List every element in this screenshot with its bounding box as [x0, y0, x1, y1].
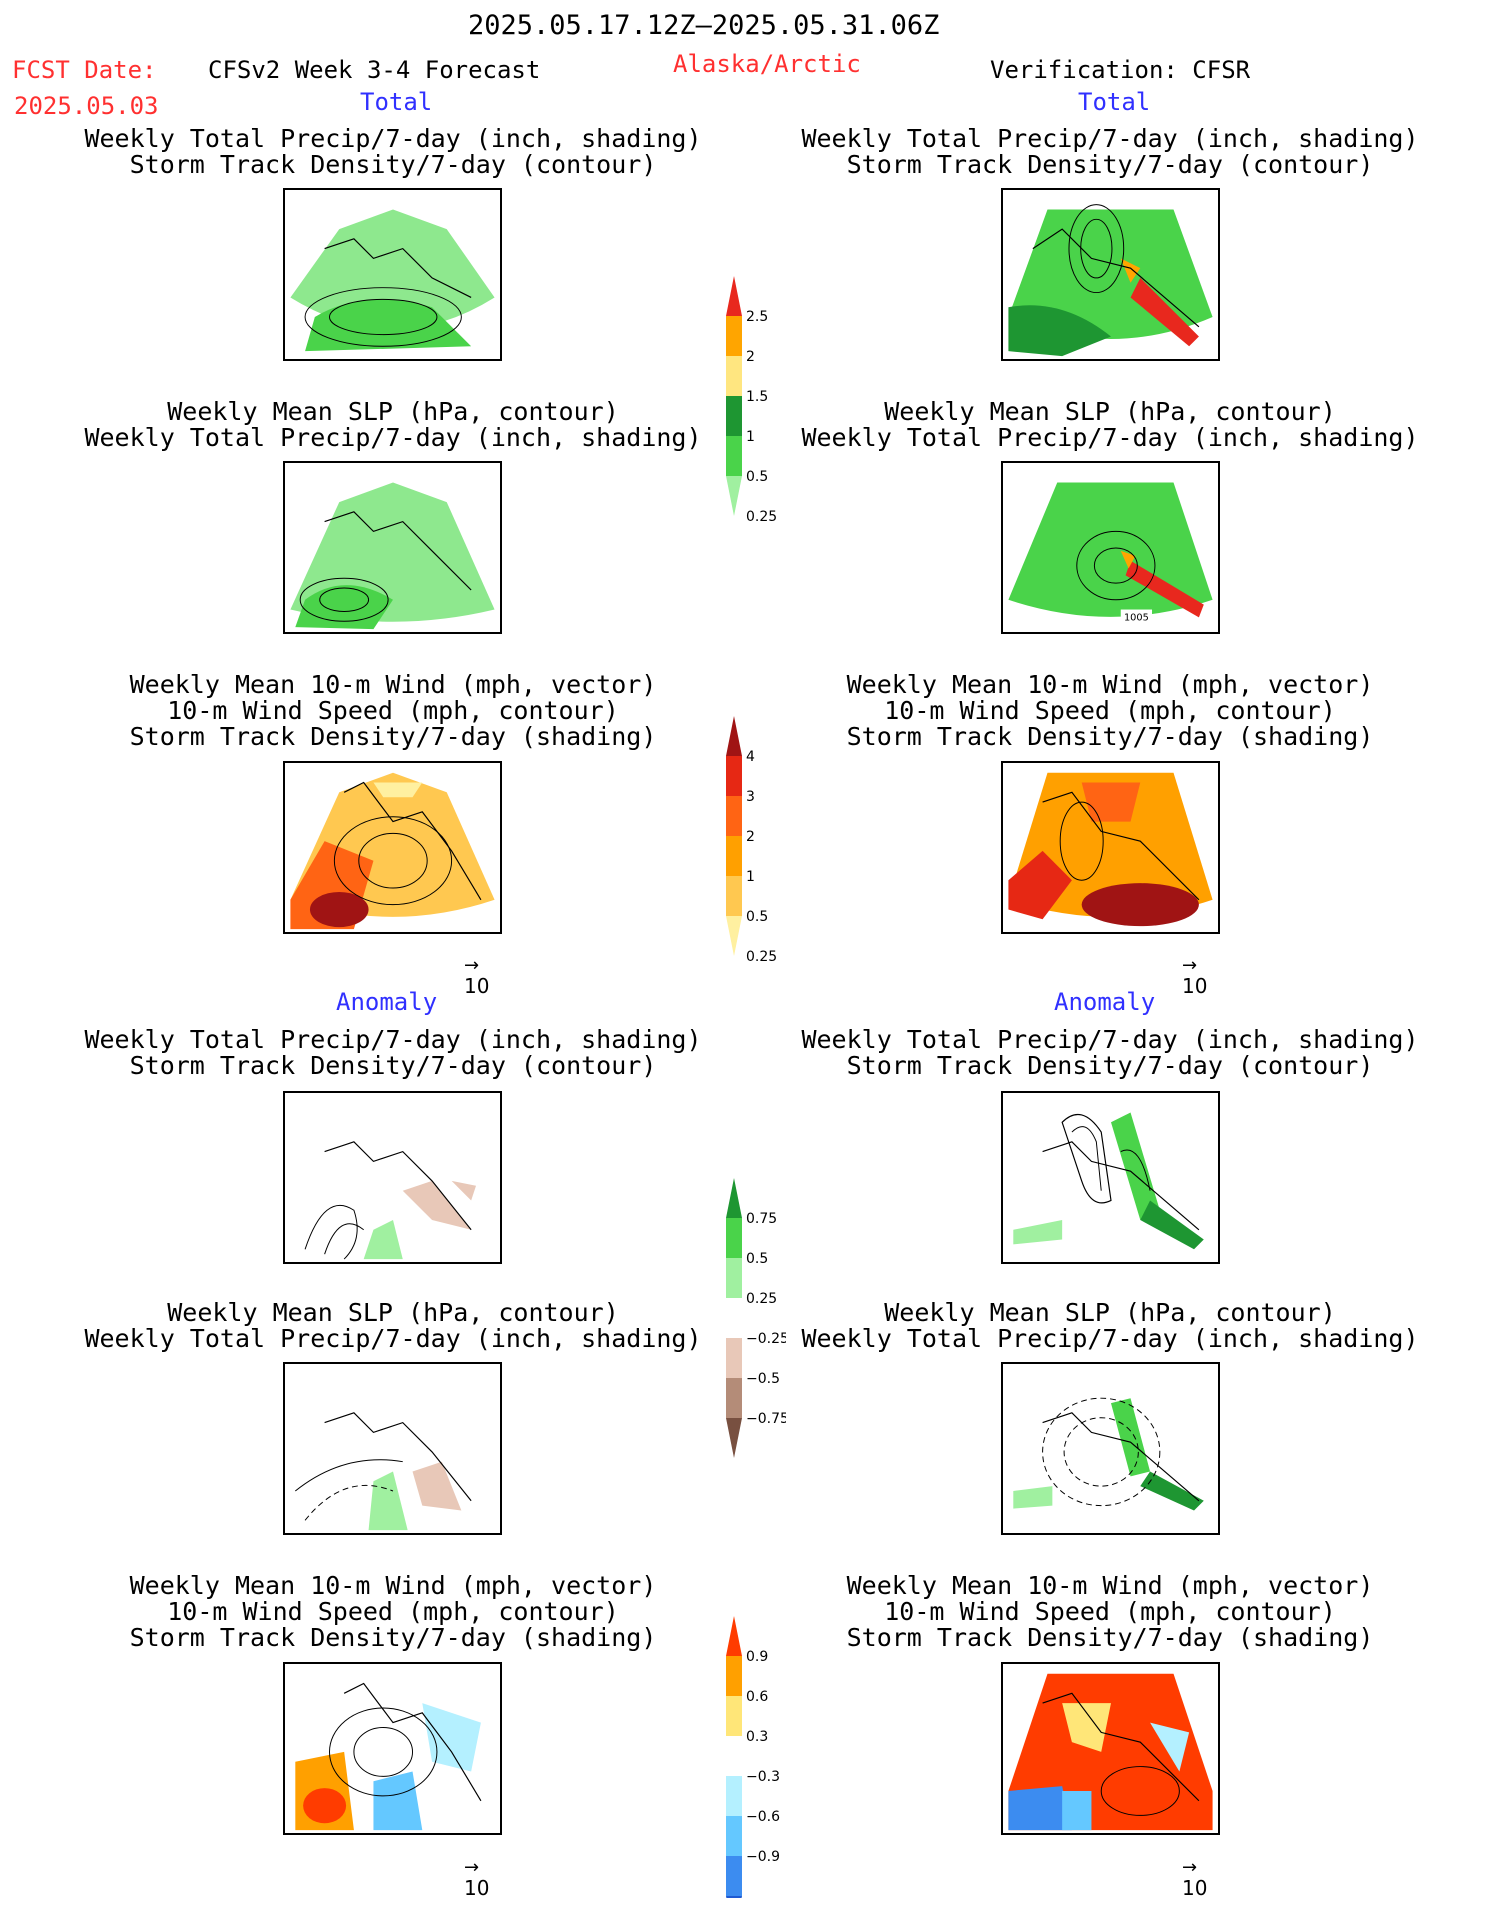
colorbar-label: 4	[746, 749, 755, 765]
colorbar-segment	[726, 396, 742, 436]
map-total-wind-verif	[1001, 761, 1220, 934]
vector-reference: → 10	[1182, 955, 1208, 999]
map-total-precip-track-fcst	[283, 188, 502, 361]
verification-title: Verification: CFSR	[990, 56, 1251, 84]
panel-title-wind: Weekly Mean 10-m Wind (mph, vector) 10-m …	[129, 1571, 657, 1652]
panel-title-precip-track: Weekly Total Precip/7-day (inch, shading…	[801, 124, 1419, 179]
colorbar-segment	[726, 1378, 742, 1418]
colorbar-label: −0.75	[746, 1411, 786, 1427]
colorbar-cap-bottom	[726, 916, 742, 956]
map-total-slp-precip-fcst	[283, 461, 502, 634]
map-anom-slp-precip-fcst	[283, 1362, 502, 1535]
colorbar-segment	[726, 436, 742, 476]
colorbar-segment	[726, 876, 742, 916]
section-total-left: Total	[360, 88, 433, 116]
colorbar-label: 3	[746, 789, 755, 805]
panel-title-slp-precip: Weekly Mean SLP (hPa, contour) Weekly Tot…	[801, 397, 1419, 452]
colorbar-segment	[726, 1816, 742, 1856]
colorbar-label: 0.25	[746, 509, 777, 525]
panel-title-slp-precip: Weekly Mean SLP (hPa, contour) Weekly Tot…	[84, 397, 702, 452]
fcst-date-label: FCST Date:	[12, 56, 157, 84]
colorbar-precip-total: 2.5 2 1.5 1 0.5 0.25	[726, 276, 777, 525]
model-title: CFSv2 Week 3-4 Forecast	[208, 56, 541, 84]
colorbar-segment	[726, 796, 742, 836]
map-total-slp-precip-verif: 1005	[1001, 461, 1220, 634]
colorbar-segment	[726, 836, 742, 876]
colorbar-label: 1.5	[746, 389, 768, 405]
panel-title-precip-track: Weekly Total Precip/7-day (inch, shading…	[84, 124, 702, 179]
colorbar-label: 0.75	[746, 1211, 777, 1227]
panel-title-precip-track: Weekly Total Precip/7-day (inch, shading…	[801, 1025, 1419, 1080]
colorbar-label: 0.6	[746, 1689, 768, 1705]
colorbar-cap-bottom	[726, 476, 742, 516]
colorbar-label: 0.5	[746, 1251, 768, 1267]
vector-reference: → 10	[1182, 1857, 1208, 1901]
colorbar-cap-bottom	[726, 1896, 742, 1898]
map-total-wind-fcst	[283, 761, 502, 934]
region-title: Alaska/Arctic	[673, 50, 861, 78]
colorbar-segment	[726, 316, 742, 356]
map-total-precip-track-verif	[1001, 188, 1220, 361]
colorbar-label: 0.5	[746, 909, 768, 925]
map-anom-slp-precip-verif	[1001, 1362, 1220, 1535]
colorbar-cap-top	[726, 1616, 742, 1656]
colorbar-label: 0.25	[746, 1291, 777, 1307]
colorbar-segment	[726, 1696, 742, 1736]
map-anom-precip-track-fcst	[283, 1091, 502, 1264]
colorbar-label: −0.5	[746, 1371, 780, 1387]
colorbar-label: −0.3	[746, 1769, 780, 1785]
colorbar-cap-top	[726, 1178, 742, 1218]
colorbar-label: 0.3	[746, 1729, 768, 1745]
panel-title-wind: Weekly Mean 10-m Wind (mph, vector) 10-m …	[129, 670, 657, 751]
colorbar-label: −0.25	[746, 1331, 786, 1347]
colorbar-cap-top	[726, 276, 742, 316]
section-anomaly-right: Anomaly	[1054, 988, 1156, 1016]
map-anom-precip-track-verif	[1001, 1091, 1220, 1264]
colorbar-label: −0.9	[746, 1849, 780, 1865]
colorbar-cap-top	[726, 716, 742, 756]
colorbar-label: 0.25	[746, 949, 777, 965]
colorbar-label: 2.5	[746, 309, 768, 325]
colorbar-segment	[726, 756, 742, 796]
slp-contour-label: 1005	[1124, 612, 1149, 623]
colorbar-segment	[726, 356, 742, 396]
panel-title-wind: Weekly Mean 10-m Wind (mph, vector) 10-m …	[846, 1571, 1374, 1652]
colorbar-label: 1	[746, 869, 755, 885]
colorbar-label: 2	[746, 349, 755, 365]
colorbar-segment	[726, 1776, 742, 1816]
map-anom-wind-fcst	[283, 1662, 502, 1835]
vector-reference: → 10	[464, 1857, 490, 1901]
colorbar-precip-anom: 0.75 0.5 0.25 −0.25 −0.5 −0.75	[726, 1178, 786, 1458]
map-anom-wind-verif	[1001, 1662, 1220, 1835]
colorbar-track-anom: 0.9 0.6 0.3 −0.3 −0.6 −0.9	[726, 1616, 780, 1898]
colorbar-label: −0.6	[746, 1809, 780, 1825]
colorbar-label: 1	[746, 429, 755, 445]
panel-title-precip-track: Weekly Total Precip/7-day (inch, shading…	[84, 1025, 702, 1080]
colorbar-segment	[726, 1298, 742, 1338]
vector-reference: → 10	[464, 955, 490, 999]
colorbar-segment	[726, 1218, 742, 1258]
date-range-title: 2025.05.17.12Z–2025.05.31.06Z	[468, 10, 940, 41]
colorbar-segment	[726, 1258, 742, 1298]
colorbar-segment	[726, 1736, 742, 1776]
section-total-right: Total	[1078, 88, 1151, 116]
colorbar-label: 0.5	[746, 469, 768, 485]
section-anomaly-left: Anomaly	[336, 988, 438, 1016]
colorbar-track-total: 4 3 2 1 0.5 0.25	[726, 716, 777, 965]
colorbar-segment	[726, 1338, 742, 1378]
colorbar-label: 0.9	[746, 1649, 768, 1665]
colorbar-cap-bottom	[726, 1418, 742, 1458]
panel-title-slp-precip: Weekly Mean SLP (hPa, contour) Weekly Tot…	[84, 1298, 702, 1353]
fcst-date-value: 2025.05.03	[14, 92, 159, 120]
colorbar-segment	[726, 1656, 742, 1696]
panel-title-wind: Weekly Mean 10-m Wind (mph, vector) 10-m …	[846, 670, 1374, 751]
colorbar-segment	[726, 1856, 742, 1896]
panel-title-slp-precip: Weekly Mean SLP (hPa, contour) Weekly Tot…	[801, 1298, 1419, 1353]
colorbar-label: 2	[746, 829, 755, 845]
